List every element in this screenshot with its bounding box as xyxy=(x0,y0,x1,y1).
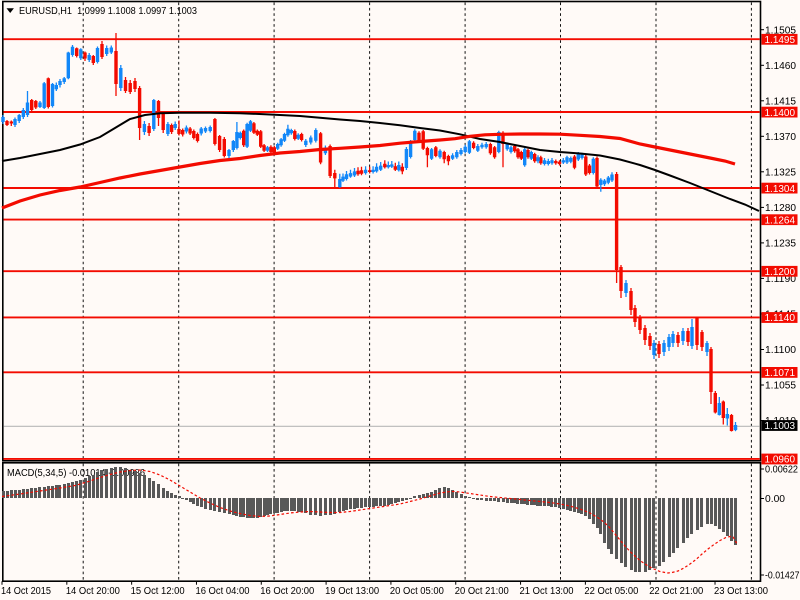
svg-text:1.1055: 1.1055 xyxy=(765,381,796,392)
svg-text:0.00: 0.00 xyxy=(765,494,785,505)
svg-text:1.1071: 1.1071 xyxy=(765,368,796,379)
svg-text:16 Oct 04:00: 16 Oct 04:00 xyxy=(195,586,249,597)
svg-text:1.1415: 1.1415 xyxy=(765,96,796,107)
svg-text:15 Oct 12:00: 15 Oct 12:00 xyxy=(131,586,185,597)
svg-text:20 Oct 21:00: 20 Oct 21:00 xyxy=(455,586,509,597)
svg-text:1.1370: 1.1370 xyxy=(765,132,796,143)
svg-text:EURUSD,H1 1.0999 1.1008 1.099: EURUSD,H1 1.0999 1.1008 1.0997 1.1003 xyxy=(19,6,197,17)
svg-text:22 Oct 21:00: 22 Oct 21:00 xyxy=(649,586,703,597)
svg-text:1.1304: 1.1304 xyxy=(765,184,796,195)
svg-text:16 Oct 20:00: 16 Oct 20:00 xyxy=(260,586,314,597)
svg-text:1.1505: 1.1505 xyxy=(765,25,796,36)
svg-text:1.1235: 1.1235 xyxy=(765,239,796,250)
svg-text:1.1460: 1.1460 xyxy=(765,61,796,72)
svg-text:1.1400: 1.1400 xyxy=(765,108,796,119)
svg-text:1.1003: 1.1003 xyxy=(765,421,796,432)
svg-text:1.1100: 1.1100 xyxy=(765,345,796,356)
svg-text:14 Oct 2015: 14 Oct 2015 xyxy=(1,586,51,597)
svg-text:14 Oct 20:00: 14 Oct 20:00 xyxy=(66,586,120,597)
svg-text:21 Oct 13:00: 21 Oct 13:00 xyxy=(520,586,574,597)
svg-text:1.1264: 1.1264 xyxy=(765,215,796,226)
svg-text:1.1190: 1.1190 xyxy=(765,274,796,285)
svg-text:19 Oct 13:00: 19 Oct 13:00 xyxy=(325,586,379,597)
svg-text:1.0960: 1.0960 xyxy=(765,455,796,466)
svg-text:1.1200: 1.1200 xyxy=(765,267,796,278)
svg-text:22 Oct 05:00: 22 Oct 05:00 xyxy=(584,586,638,597)
svg-text:-0.01427: -0.01427 xyxy=(765,571,800,582)
svg-text:1.1280: 1.1280 xyxy=(765,203,796,214)
svg-text:1.1325: 1.1325 xyxy=(765,167,796,178)
svg-text:20 Oct 05:00: 20 Oct 05:00 xyxy=(390,586,444,597)
svg-text:0.00622: 0.00622 xyxy=(765,465,798,476)
svg-text:MACD(5,34,5) -0.01014 -0.00986: MACD(5,34,5) -0.01014 -0.00986 xyxy=(7,468,145,479)
svg-text:1.1495: 1.1495 xyxy=(765,35,796,46)
svg-text:1.1140: 1.1140 xyxy=(765,313,796,324)
svg-text:23 Oct 13:00: 23 Oct 13:00 xyxy=(714,586,768,597)
